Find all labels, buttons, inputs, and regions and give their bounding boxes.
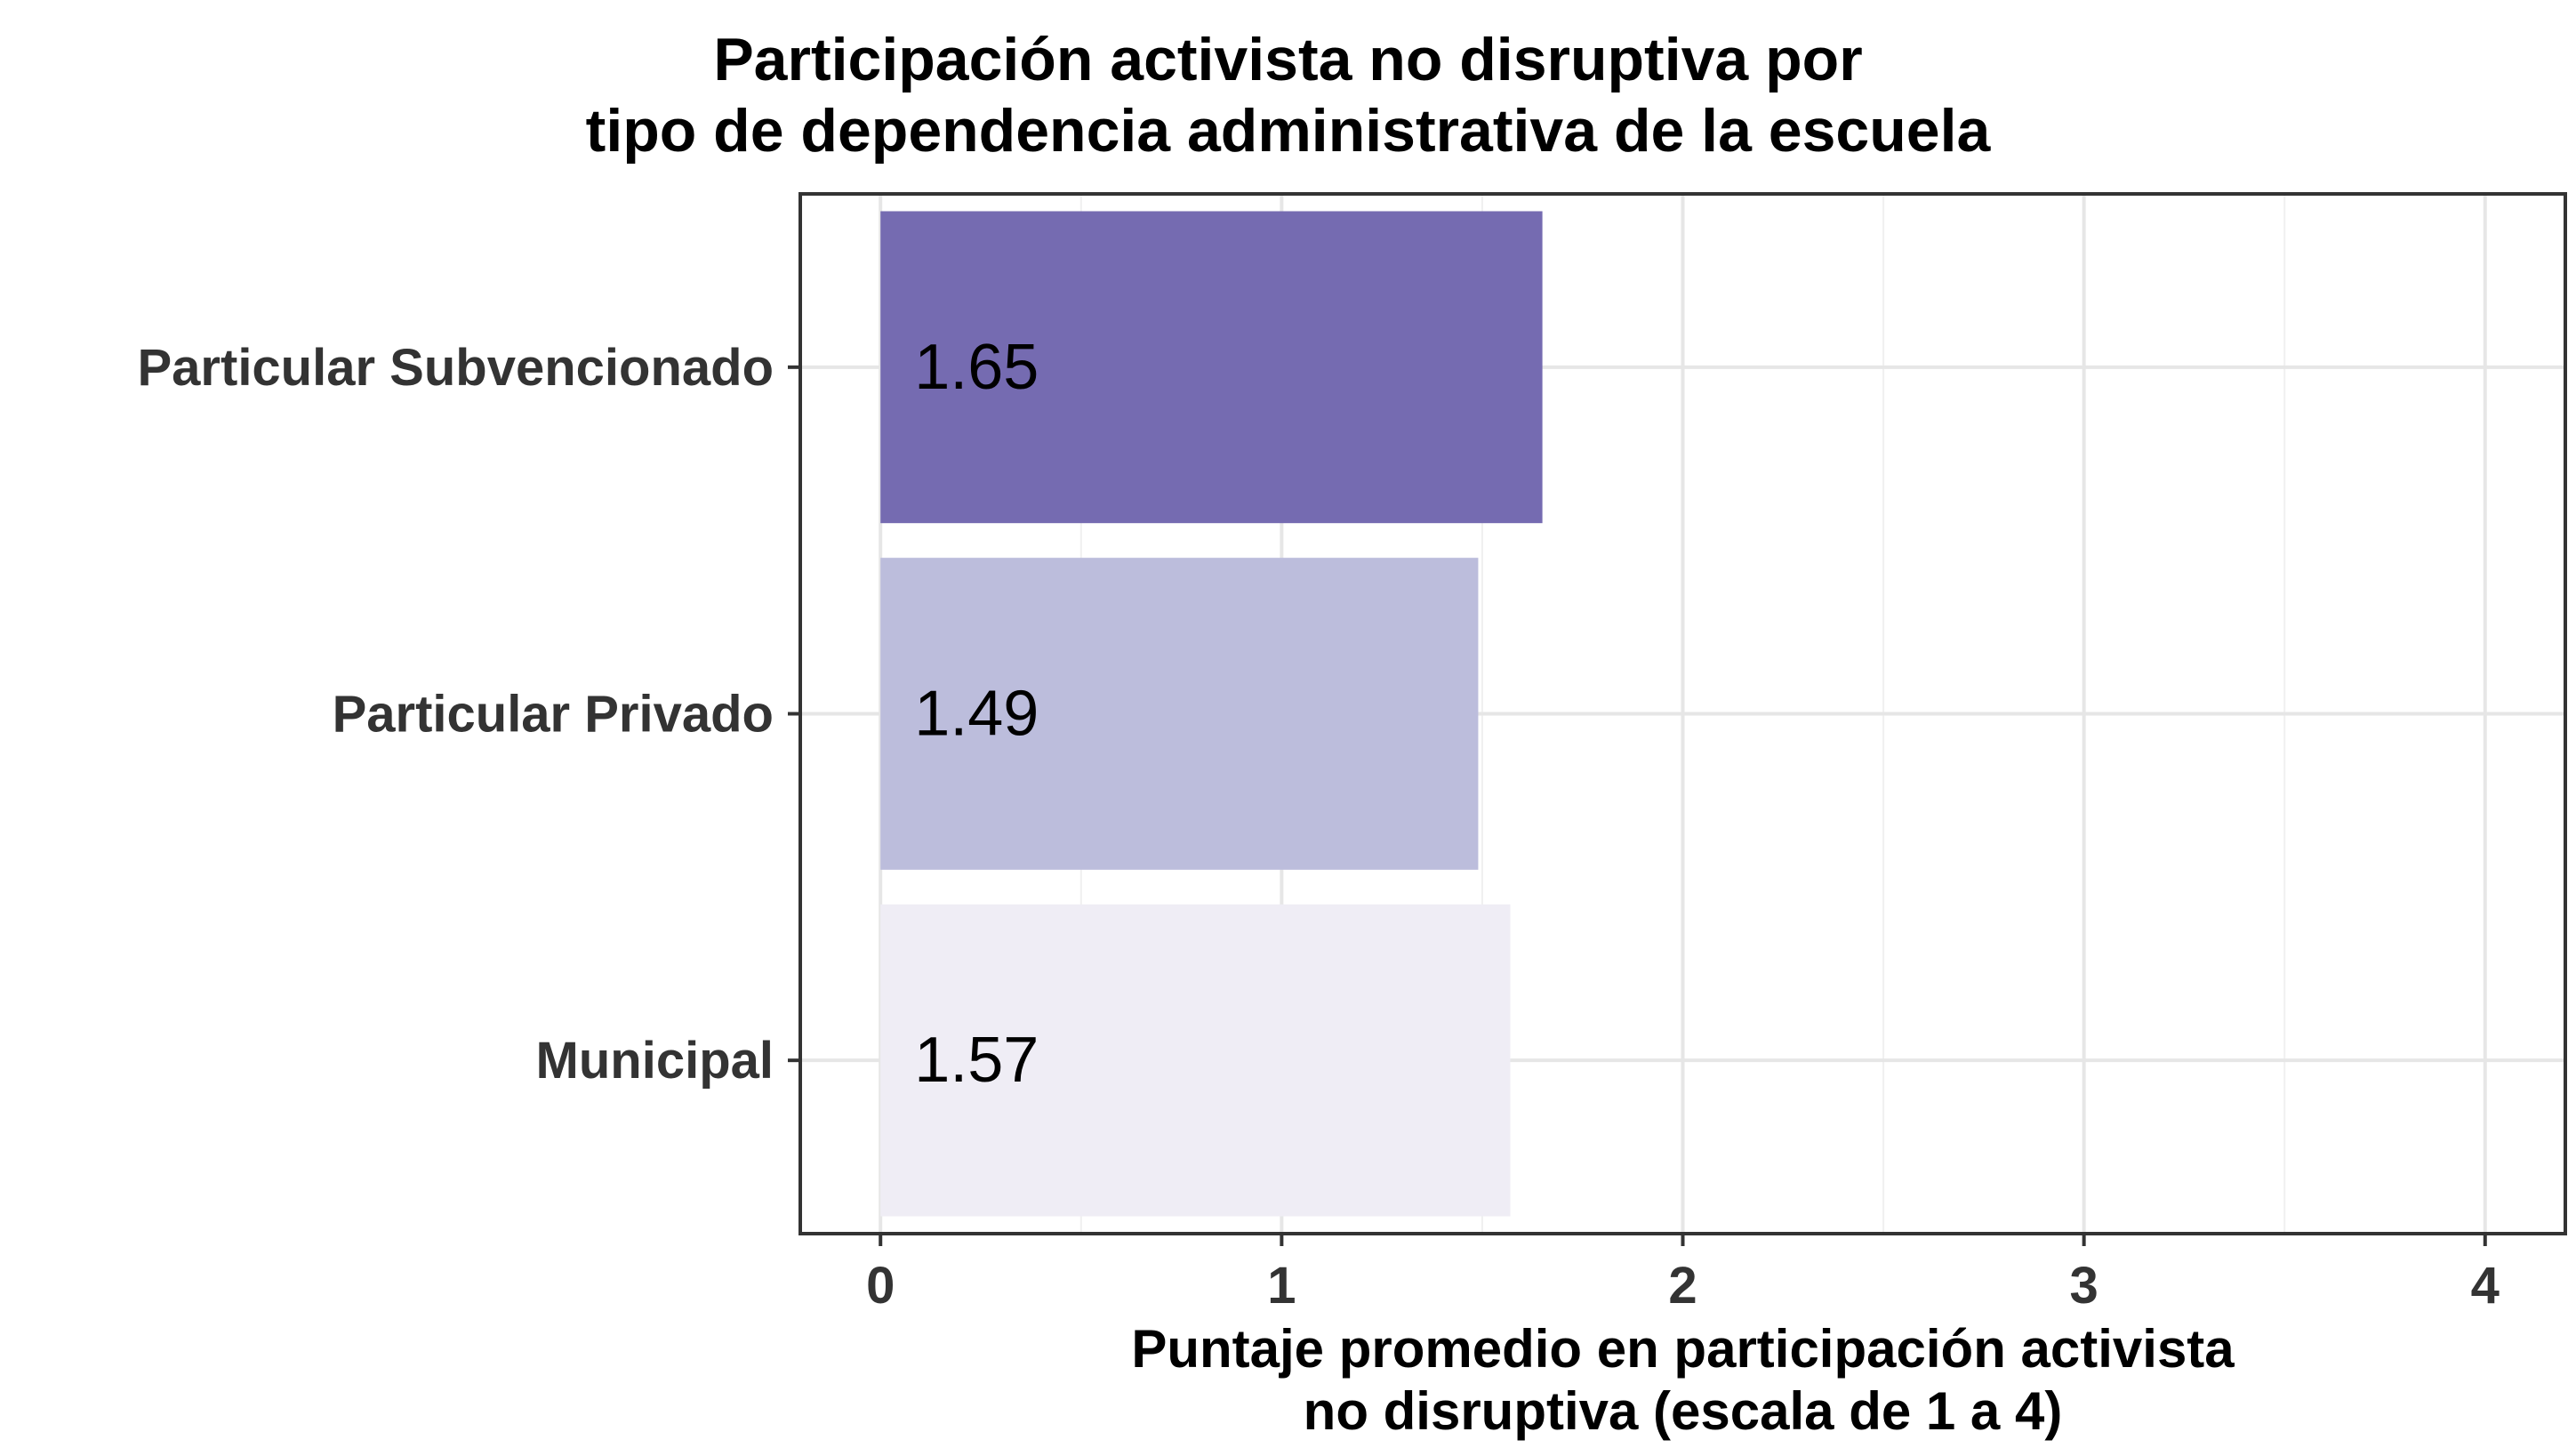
- x-tick-label: 2: [1668, 1257, 1697, 1315]
- data-label: 1.57: [914, 1025, 1039, 1096]
- x-tick-label: 4: [2471, 1257, 2500, 1315]
- x-tick-label: 3: [2070, 1257, 2099, 1315]
- bar: [880, 904, 1511, 1217]
- data-label: 1.49: [914, 679, 1039, 750]
- chart-title-line-1: Participación activista no disruptiva po…: [713, 26, 1863, 93]
- x-axis-title: Puntaje promedio en participación activi…: [1131, 1319, 2235, 1379]
- x-tick-label: 0: [866, 1257, 895, 1315]
- chart-title-line-2: tipo de dependencia administrativa de la…: [585, 97, 1991, 165]
- x-axis-title: no disruptiva (escala de 1 a 4): [1304, 1381, 2063, 1441]
- bar: [880, 211, 1543, 524]
- y-tick-label: Particular Privado: [333, 686, 774, 744]
- bar: [880, 558, 1479, 870]
- data-label: 1.65: [914, 332, 1039, 403]
- y-tick-label: Municipal: [536, 1032, 774, 1090]
- x-tick-label: 1: [1267, 1257, 1296, 1315]
- y-tick-label: Particular Subvencionado: [137, 339, 774, 397]
